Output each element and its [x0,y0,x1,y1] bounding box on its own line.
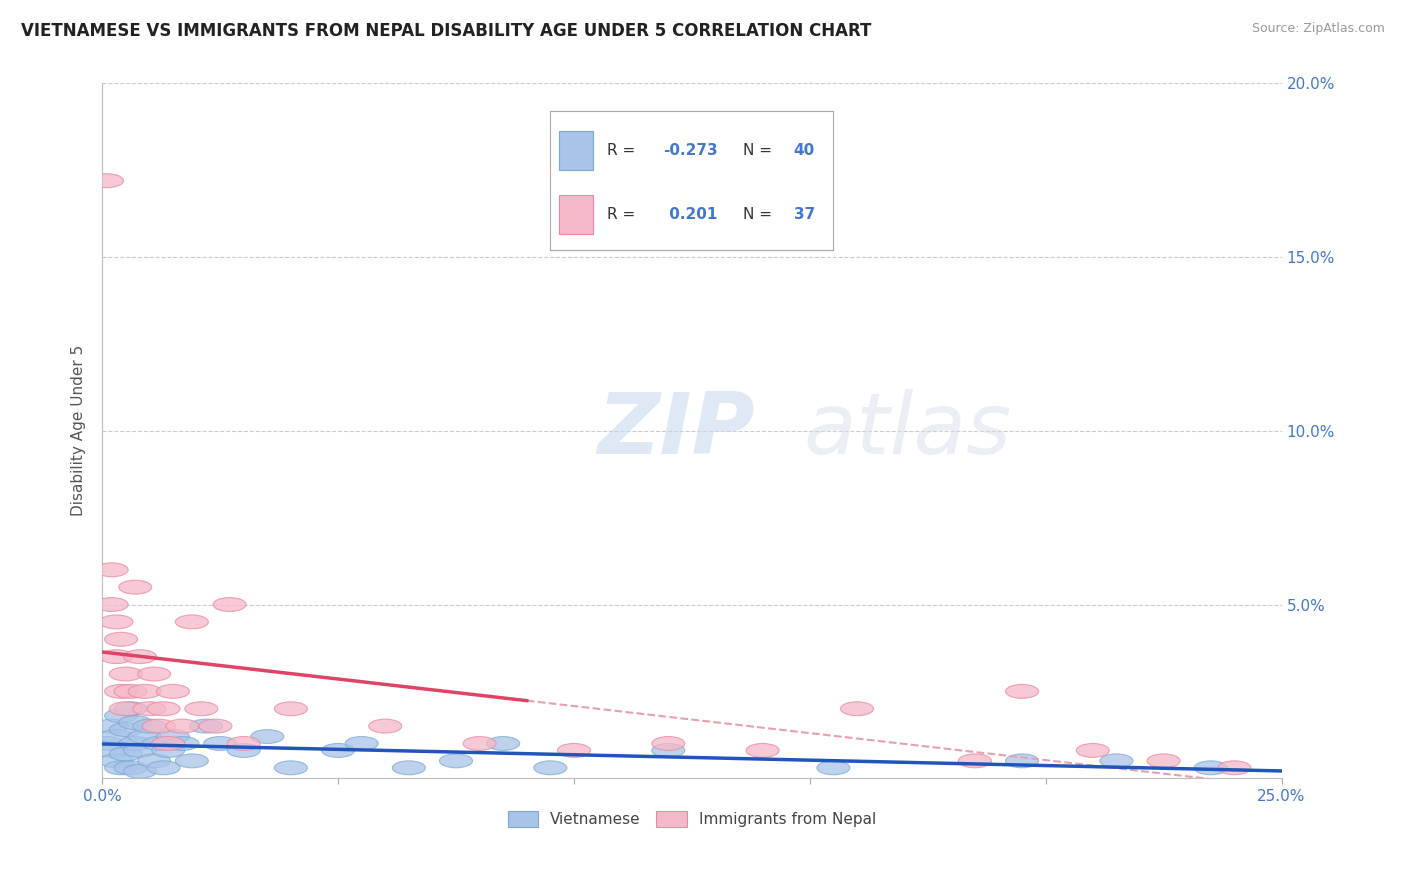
Ellipse shape [486,737,520,750]
Ellipse shape [118,715,152,730]
Ellipse shape [1005,684,1039,698]
Ellipse shape [156,730,190,744]
Ellipse shape [322,744,354,757]
Ellipse shape [176,615,208,629]
Ellipse shape [96,719,128,733]
Ellipse shape [166,719,198,733]
Ellipse shape [274,702,308,715]
Ellipse shape [104,632,138,646]
Ellipse shape [1077,744,1109,757]
Ellipse shape [148,702,180,715]
Ellipse shape [152,737,184,750]
Ellipse shape [368,719,402,733]
Ellipse shape [152,744,184,757]
Legend: Vietnamese, Immigrants from Nepal: Vietnamese, Immigrants from Nepal [502,805,883,833]
Text: ZIP: ZIP [598,389,755,473]
Ellipse shape [228,744,260,757]
Ellipse shape [128,684,162,698]
Ellipse shape [128,730,162,744]
Ellipse shape [1147,754,1180,768]
Ellipse shape [463,737,496,750]
Ellipse shape [90,174,124,187]
Ellipse shape [114,761,148,775]
Ellipse shape [1005,754,1039,768]
Ellipse shape [104,709,138,723]
Ellipse shape [1194,761,1227,775]
Ellipse shape [134,702,166,715]
Ellipse shape [148,761,180,775]
Ellipse shape [1218,761,1251,775]
Ellipse shape [118,737,152,750]
Ellipse shape [96,598,128,612]
Ellipse shape [156,684,190,698]
Ellipse shape [104,684,138,698]
Ellipse shape [166,737,198,750]
Ellipse shape [100,649,134,664]
Ellipse shape [817,761,849,775]
Ellipse shape [176,754,208,768]
Ellipse shape [114,702,148,715]
Ellipse shape [100,615,134,629]
Ellipse shape [110,667,142,681]
Ellipse shape [142,719,176,733]
Ellipse shape [138,754,170,768]
Ellipse shape [118,580,152,594]
Ellipse shape [110,747,142,761]
Ellipse shape [96,563,128,577]
Ellipse shape [134,719,166,733]
Ellipse shape [138,667,170,681]
Ellipse shape [274,761,308,775]
Ellipse shape [100,754,134,768]
Ellipse shape [184,702,218,715]
Ellipse shape [90,737,124,750]
Ellipse shape [124,764,156,778]
Ellipse shape [190,719,222,733]
Ellipse shape [124,649,156,664]
Ellipse shape [110,723,142,737]
Ellipse shape [204,737,236,750]
Text: atlas: atlas [804,389,1012,473]
Ellipse shape [198,719,232,733]
Ellipse shape [841,702,873,715]
Ellipse shape [440,754,472,768]
Ellipse shape [228,737,260,750]
Ellipse shape [96,744,128,757]
Text: VIETNAMESE VS IMMIGRANTS FROM NEPAL DISABILITY AGE UNDER 5 CORRELATION CHART: VIETNAMESE VS IMMIGRANTS FROM NEPAL DISA… [21,22,872,40]
Ellipse shape [142,737,176,750]
Ellipse shape [110,702,142,715]
Ellipse shape [959,754,991,768]
Ellipse shape [214,598,246,612]
Ellipse shape [344,737,378,750]
Ellipse shape [114,684,148,698]
Ellipse shape [104,761,138,775]
Ellipse shape [534,761,567,775]
Text: Source: ZipAtlas.com: Source: ZipAtlas.com [1251,22,1385,36]
Ellipse shape [392,761,426,775]
Ellipse shape [652,737,685,750]
Ellipse shape [1099,754,1133,768]
Ellipse shape [557,744,591,757]
Ellipse shape [652,744,685,757]
Ellipse shape [250,730,284,744]
Ellipse shape [747,744,779,757]
Y-axis label: Disability Age Under 5: Disability Age Under 5 [72,345,86,516]
Ellipse shape [100,730,134,744]
Ellipse shape [124,744,156,757]
